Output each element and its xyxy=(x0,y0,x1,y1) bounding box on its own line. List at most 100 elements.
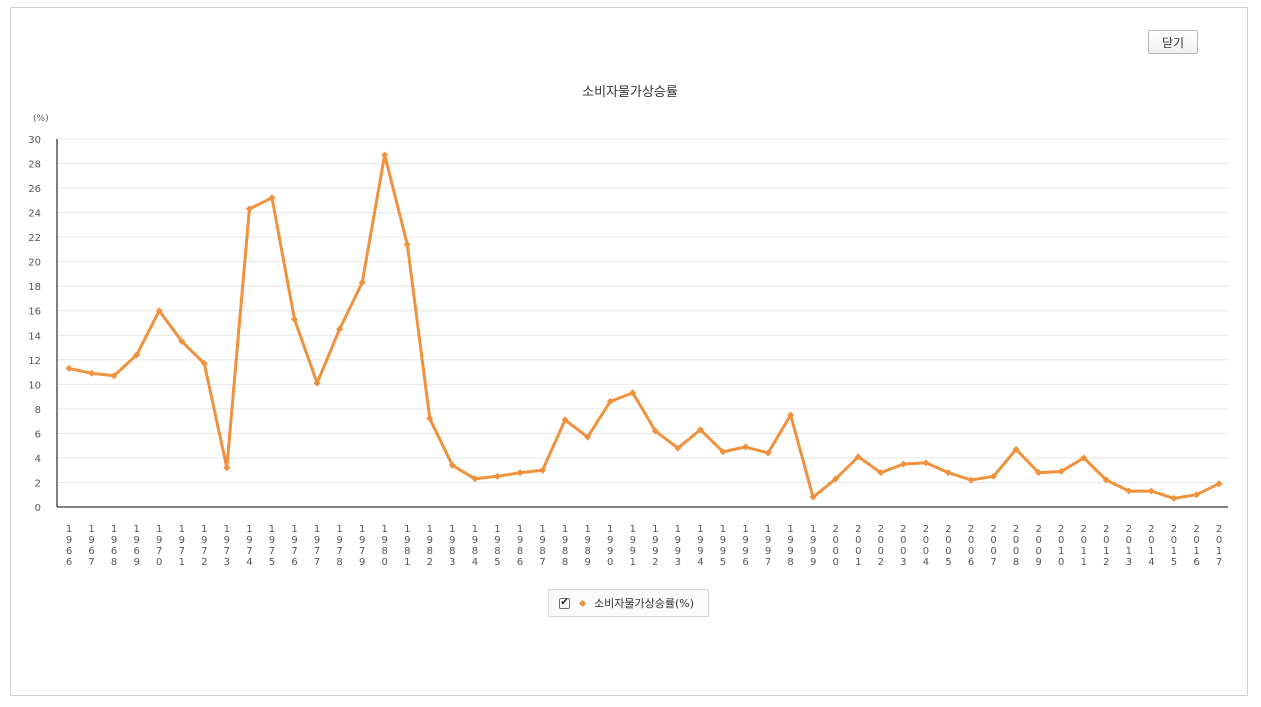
data-point xyxy=(967,476,975,484)
data-point xyxy=(516,469,524,477)
data-points xyxy=(65,151,1223,502)
data-point xyxy=(809,493,817,501)
data-point xyxy=(493,472,501,480)
data-point xyxy=(268,194,276,202)
y-tick-label: 8 xyxy=(35,405,41,416)
y-tick-label: 12 xyxy=(28,356,41,367)
data-point xyxy=(899,460,907,468)
data-point xyxy=(1170,494,1178,502)
data-point xyxy=(651,427,659,435)
data-point xyxy=(223,464,231,472)
data-point xyxy=(1012,445,1020,453)
data-point xyxy=(877,469,885,477)
data-point xyxy=(1125,487,1133,495)
axes xyxy=(56,139,1228,508)
data-point xyxy=(990,472,998,480)
y-tick-label: 2 xyxy=(35,478,41,489)
grid-lines xyxy=(57,138,1228,483)
legend-label: 소비자물가상승률(%) xyxy=(594,597,694,610)
chart-title: 소비자물가상승률 xyxy=(582,85,678,100)
y-tick-label: 18 xyxy=(28,282,41,293)
data-point xyxy=(245,205,253,213)
y-tick-label: 14 xyxy=(28,331,41,342)
data-point xyxy=(336,325,344,333)
y-tick-label: 24 xyxy=(28,209,41,220)
data-point xyxy=(561,416,569,424)
data-point xyxy=(65,364,73,372)
data-point xyxy=(1035,469,1043,477)
y-tick-label: 22 xyxy=(28,233,41,244)
data-point xyxy=(313,379,321,387)
y-axis-label: (%) xyxy=(33,114,49,124)
chart-panel xyxy=(10,7,1248,696)
data-point xyxy=(584,433,592,441)
y-tick-label: 4 xyxy=(35,454,41,465)
data-point xyxy=(854,453,862,461)
data-point xyxy=(944,469,952,477)
data-point xyxy=(832,475,840,483)
data-point xyxy=(922,459,930,467)
data-point xyxy=(110,372,118,380)
legend-checkbox[interactable]: ✔ xyxy=(559,597,570,609)
y-tick-label: 10 xyxy=(28,380,41,391)
data-point xyxy=(381,151,389,159)
data-point xyxy=(133,351,141,359)
y-tick-label: 16 xyxy=(28,307,41,318)
legend[interactable]: ✔ 소비자물가상승률(%) xyxy=(548,589,709,617)
data-point xyxy=(426,415,434,423)
data-point xyxy=(358,279,366,287)
y-tick-label: 28 xyxy=(28,160,41,171)
data-point xyxy=(1215,480,1223,488)
data-point xyxy=(1057,467,1065,475)
y-tick-label: 0 xyxy=(35,503,41,514)
close-button[interactable]: 닫기 xyxy=(1148,30,1198,54)
data-point xyxy=(787,411,795,419)
data-point xyxy=(696,426,704,434)
y-tick-label: 30 xyxy=(28,135,41,146)
data-point xyxy=(539,466,547,474)
legend-marker-icon xyxy=(578,599,587,607)
data-point xyxy=(1193,491,1200,499)
data-point xyxy=(1080,454,1088,462)
data-point xyxy=(471,475,479,483)
x-axis-ticks: 1 9 6 6 1 9 6 7 1 9 6 8 1 9 6 9 1 9 7 0 1 9 7 1 1 9 7 2 1 9 7 3 1 9 7 4 1 9 7 5… xyxy=(66,524,1222,568)
